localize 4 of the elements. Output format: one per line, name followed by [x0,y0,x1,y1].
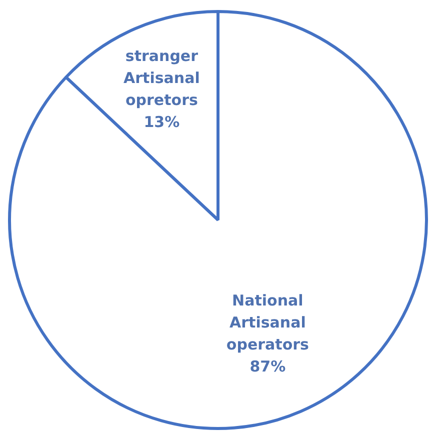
data-label: 87% [250,358,286,376]
slice-label: stranger Artisanal opretors [124,46,200,109]
slice-label: National Artisanal operators [226,292,310,354]
data-label: 13% [144,112,180,131]
